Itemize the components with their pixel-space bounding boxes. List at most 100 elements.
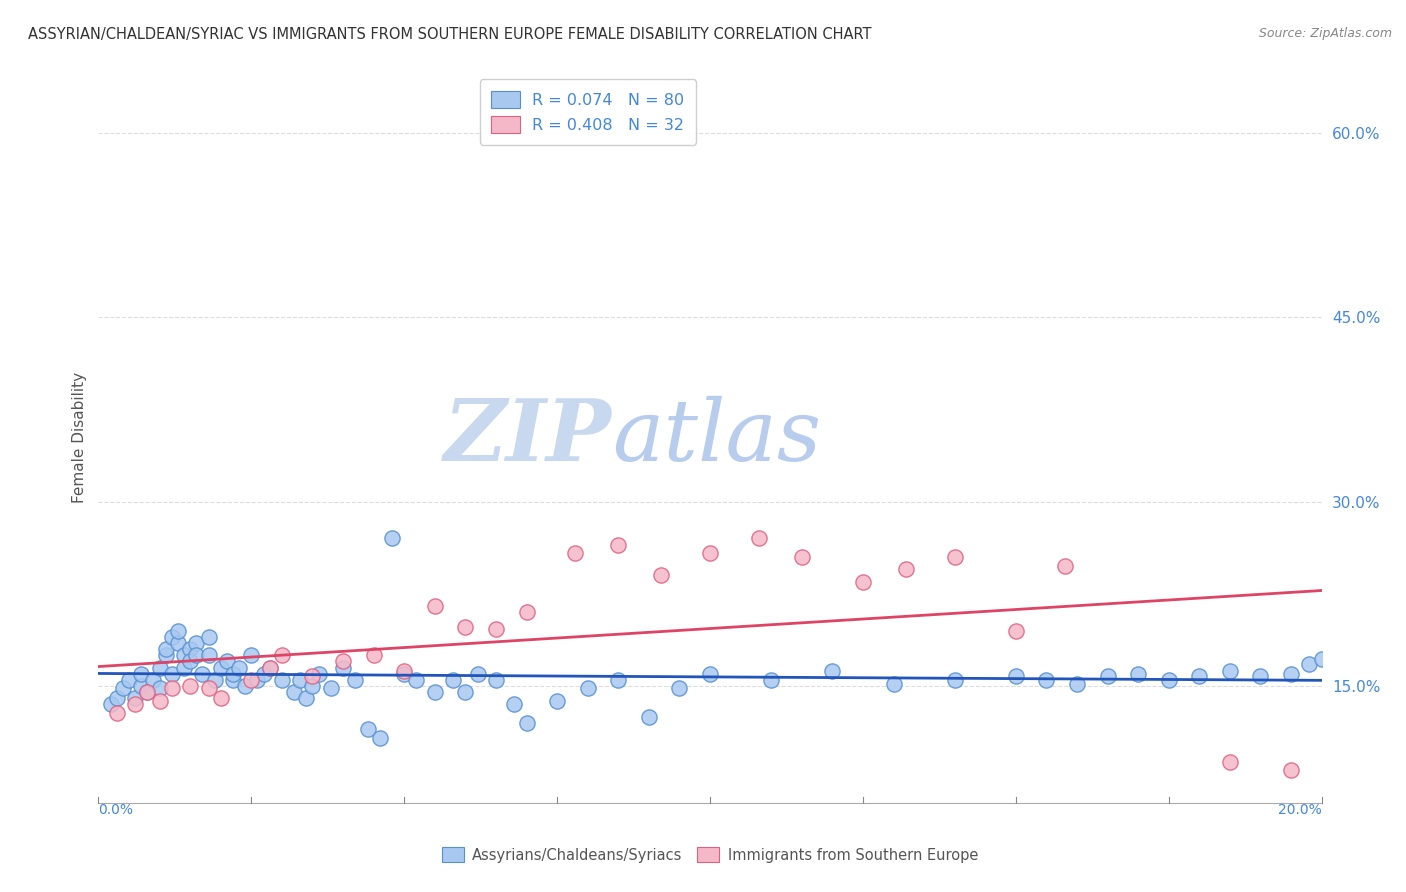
Point (160, 681, 183, 696)
Point (1066, 676, 1088, 690)
Point (252, 666, 274, 681)
Point (392, 666, 416, 681)
Text: ASSYRIAN/CHALDEAN/SYRIAC VS IMMIGRANTS FROM SOUTHERN EUROPE FEMALE DISABILITY CO: ASSYRIAN/CHALDEAN/SYRIAC VS IMMIGRANTS F… (28, 27, 872, 42)
Point (173, 648, 195, 663)
Point (637, 710, 661, 724)
Point (301, 669, 323, 683)
Point (191, 666, 214, 681)
Point (222, 673, 245, 687)
Point (105, 706, 128, 720)
Text: 20.0%: 20.0% (1278, 803, 1322, 817)
Point (1004, 624, 1026, 638)
Point (259, 660, 281, 674)
Point (167, 624, 190, 638)
Point (883, 676, 905, 690)
Point (124, 698, 146, 712)
Point (423, 685, 446, 699)
Point (270, 673, 292, 687)
Point (356, 722, 378, 736)
Point (129, 679, 152, 693)
Point (332, 660, 354, 674)
Point (319, 681, 342, 696)
Point (233, 679, 256, 693)
Point (1157, 673, 1180, 687)
Point (821, 665, 844, 679)
Point (392, 665, 416, 679)
Point (576, 681, 599, 696)
Point (344, 673, 367, 687)
Point (283, 685, 305, 699)
Point (485, 673, 508, 687)
Point (368, 731, 391, 745)
Point (186, 636, 208, 650)
Point (1298, 657, 1320, 671)
Point (240, 648, 263, 663)
Point (454, 685, 477, 699)
Point (1310, 652, 1333, 666)
Point (155, 648, 177, 663)
Point (1219, 665, 1241, 679)
Point (1279, 666, 1302, 681)
Text: 0.0%: 0.0% (98, 803, 134, 817)
Point (699, 546, 721, 560)
Point (516, 715, 538, 730)
Point (1004, 669, 1026, 683)
Point (204, 673, 226, 687)
Legend: Assyrians/Chaldeans/Syriacs, Immigrants from Southern Europe: Assyrians/Chaldeans/Syriacs, Immigrants … (436, 841, 984, 869)
Point (1188, 669, 1211, 683)
Point (1097, 669, 1119, 683)
Point (441, 673, 464, 687)
Point (136, 685, 159, 699)
Text: atlas: atlas (612, 396, 821, 478)
Point (179, 679, 201, 693)
Point (129, 666, 152, 681)
Point (790, 549, 813, 564)
Point (290, 673, 312, 687)
Point (228, 660, 250, 674)
Point (246, 673, 269, 687)
Point (1279, 763, 1302, 777)
Point (943, 549, 966, 564)
Point (105, 691, 128, 706)
Point (607, 673, 630, 687)
Point (363, 648, 385, 663)
Point (894, 562, 917, 576)
Point (516, 605, 538, 619)
Point (270, 648, 292, 663)
Point (186, 648, 208, 663)
Point (142, 673, 165, 687)
Point (943, 673, 966, 687)
Point (668, 681, 690, 696)
Point (748, 532, 770, 546)
Point (564, 546, 586, 560)
Point (197, 648, 219, 663)
Point (699, 666, 721, 681)
Point (136, 685, 159, 699)
Point (405, 673, 427, 687)
Point (209, 660, 232, 674)
Point (259, 660, 281, 674)
Point (546, 694, 568, 708)
Text: Source: ZipAtlas.com: Source: ZipAtlas.com (1258, 27, 1392, 40)
Point (759, 673, 782, 687)
Point (197, 681, 219, 696)
Point (124, 691, 146, 706)
Point (295, 691, 318, 706)
Point (301, 679, 323, 693)
Point (111, 681, 134, 696)
Point (209, 691, 232, 706)
Point (100, 698, 122, 712)
Point (215, 655, 238, 669)
Point (1053, 558, 1076, 573)
Text: ZIP: ZIP (444, 395, 612, 479)
Point (222, 666, 245, 681)
Point (179, 642, 201, 657)
Point (852, 574, 875, 589)
Point (467, 666, 489, 681)
Point (1249, 669, 1271, 683)
Point (454, 620, 477, 634)
Y-axis label: Female Disability: Female Disability (72, 371, 87, 503)
Point (173, 660, 195, 674)
Point (240, 673, 263, 687)
Point (1128, 666, 1150, 681)
